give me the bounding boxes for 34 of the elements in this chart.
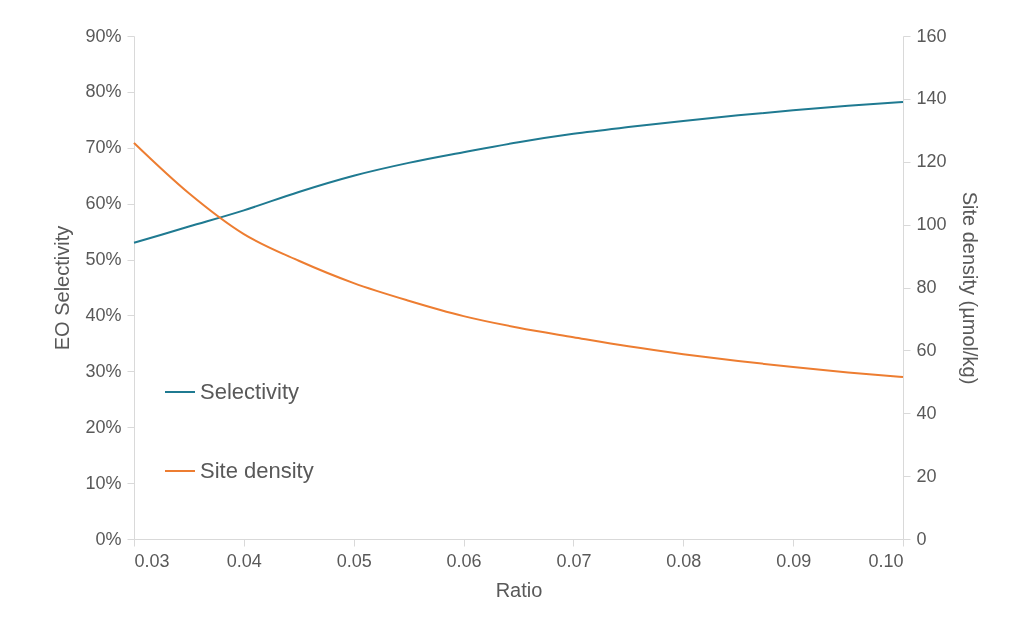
y-axis-title: EO Selectivity — [51, 225, 74, 351]
y-tick-label: 70% — [85, 137, 122, 158]
y2-tick-label: 60 — [916, 339, 937, 360]
y2-tick-label: 40 — [916, 402, 937, 423]
y-tick-label: 20% — [85, 416, 122, 437]
y2-tick-label: 160 — [916, 25, 947, 46]
y2-tick-label: 140 — [916, 88, 947, 109]
y2-axis-title: Site density (µmol/kg) — [958, 191, 981, 385]
y2-tick-label: 100 — [916, 214, 947, 235]
y2-tick-label: 0 — [916, 528, 927, 549]
y2-tick-label: 20 — [916, 465, 937, 486]
x-axis-title: Ratio — [495, 578, 543, 601]
y-tick-label: 90% — [85, 25, 122, 46]
x-tick-label: 0.09 — [776, 550, 812, 571]
y-tick-label: 80% — [85, 81, 122, 102]
y-tick-label: 30% — [85, 360, 122, 381]
y-tick-label: 10% — [85, 472, 122, 493]
x-tick-label: 0.08 — [666, 550, 702, 571]
legend-label: Selectivity — [200, 379, 300, 404]
x-tick-label: 0.07 — [556, 550, 592, 571]
x-tick-label: 0.06 — [446, 550, 482, 571]
legend-label: Site density — [200, 458, 314, 483]
y-tick-label: 0% — [95, 528, 122, 549]
x-tick-label: 0.05 — [336, 550, 372, 571]
line-series — [133, 141, 904, 379]
x-tick-label: 0.10 — [868, 550, 904, 571]
y-tick-label: 60% — [85, 193, 122, 214]
line-series — [133, 100, 904, 244]
x-tick-label: 0.03 — [134, 550, 170, 571]
x-tick-label: 0.04 — [226, 550, 262, 571]
y-tick-label: 40% — [85, 304, 122, 325]
y2-tick-label: 80 — [916, 277, 937, 297]
y2-tick-label: 120 — [916, 151, 947, 172]
y-tick-label: 50% — [85, 249, 122, 270]
